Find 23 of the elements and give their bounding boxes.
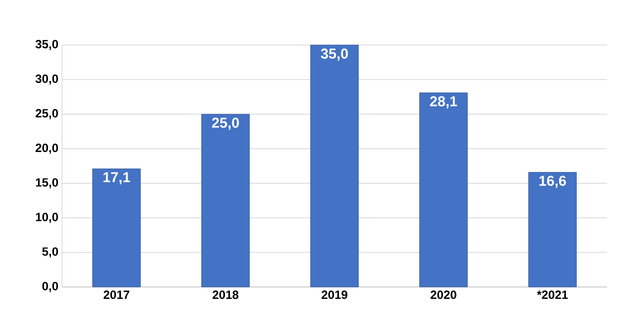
bar: [419, 92, 468, 288]
bar: [201, 114, 250, 288]
y-tick-label: 5,0: [42, 247, 58, 258]
y-tick-label: 35,0: [35, 40, 58, 50]
x-tick-label: 2019: [322, 290, 348, 299]
y-tick-label: 25,0: [36, 109, 58, 120]
data-label: 25,0: [212, 118, 239, 130]
data-label: 35,0: [320, 48, 348, 61]
data-label: 28,1: [430, 96, 458, 108]
bar: [528, 172, 577, 288]
data-label: 17,1: [103, 172, 130, 184]
x-tick-label: 2018: [212, 290, 238, 299]
y-tick-label: 10,0: [36, 212, 58, 223]
data-label: 16,6: [539, 176, 566, 188]
y-tick-label: 30,0: [35, 74, 58, 85]
y-tick-label: 20,0: [36, 144, 58, 154]
y-tick-label: 15,0: [36, 178, 58, 188]
x-tick-label: *2021: [536, 290, 568, 299]
x-tick-label: 2017: [104, 290, 130, 299]
bar: [92, 168, 141, 288]
bar: [310, 44, 359, 288]
x-tick-label: 2020: [430, 290, 456, 299]
y-tick-label: 0,0: [42, 282, 58, 292]
